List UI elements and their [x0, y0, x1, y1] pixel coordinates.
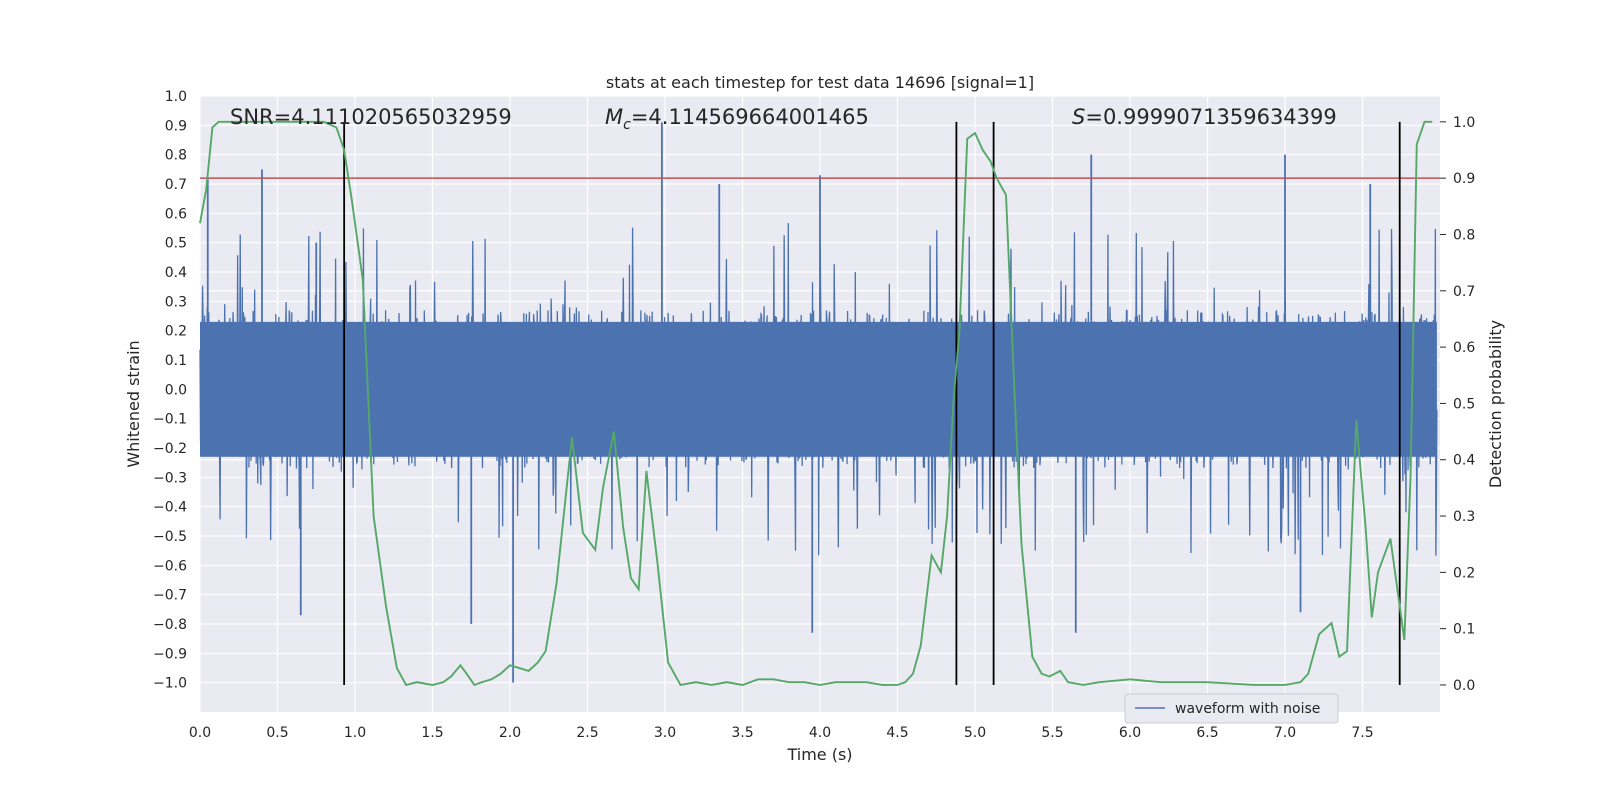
- x-tick-labels: 0.0 0.5 1.0 1.5 2.0 2.5 3.0 3.5 4.0 4.5 5.0 5.5 6.0 6…: [189, 725, 1374, 741]
- y-tick-label: −0.6: [153, 558, 187, 574]
- x-tick-label: 4.5: [886, 725, 908, 741]
- x-tick-label: 2.5: [576, 725, 598, 741]
- s-value: =0.9999071359634399: [1085, 105, 1336, 129]
- legend-label: waveform with noise: [1175, 701, 1320, 717]
- probability-series: [199, 120, 1433, 687]
- vertical-markers: [343, 121, 1401, 685]
- x-tick-label: 7.5: [1351, 725, 1373, 741]
- y-tick-label: −0.1: [153, 412, 187, 428]
- x-tick-label: 5.0: [964, 725, 986, 741]
- y-tick-label: −0.9: [153, 646, 187, 662]
- y2-tick-label: 0.1: [1453, 622, 1475, 638]
- x-tick-label: 3.5: [731, 725, 753, 741]
- y-tick-label: 0.0: [165, 382, 187, 398]
- y-tick-label: 0.3: [165, 294, 187, 310]
- chart-title: stats at each timestep for test data 146…: [606, 73, 1034, 92]
- y-tick-label: 0.5: [165, 236, 187, 252]
- y-tick-label: −0.5: [153, 529, 187, 545]
- chirp-mass-symbol: M: [605, 105, 623, 129]
- y-tick-label: 0.6: [165, 206, 187, 222]
- x-tick-label: 1.5: [421, 725, 443, 741]
- y2-tick-label: 0.6: [1453, 340, 1475, 356]
- y-tick-label: 0.8: [165, 148, 187, 164]
- x-tick-label: 4.0: [809, 725, 831, 741]
- x-tick-label: 0.5: [266, 725, 288, 741]
- y-tick-label: −0.8: [153, 617, 187, 633]
- x-tick-label: 1.0: [344, 725, 366, 741]
- waveform-body: [200, 321, 1437, 457]
- x-axis-label: Time (s): [786, 745, 852, 764]
- x-tick-label: 7.0: [1274, 725, 1296, 741]
- y2-axis-label: Detection probability: [1486, 320, 1505, 488]
- probability-line: [199, 120, 1433, 687]
- y-tick-labels: 1.0 0.9 0.8 0.7 0.6 0.5 0.4 0.3 0.2 0.1 0.0 −0.1 −0.…: [153, 89, 187, 692]
- y2-tick-label: 0.5: [1453, 396, 1475, 412]
- y-tick-label: 0.4: [165, 265, 187, 281]
- y2-tick-label: 0.8: [1453, 227, 1475, 243]
- y-tick-label: −0.3: [153, 470, 187, 486]
- y2-tick-label: 0.3: [1453, 509, 1475, 525]
- y-axis-label: Whitened strain: [124, 340, 143, 467]
- snr-annotation: SNR=4.111020565032959: [230, 105, 512, 129]
- x-tick-label: 5.5: [1041, 725, 1063, 741]
- y2-tick-label: 1.0: [1453, 115, 1475, 131]
- x-tick-label: 0.0: [189, 725, 211, 741]
- y-tick-label: −1.0: [153, 676, 187, 692]
- x-tick-label: 6.5: [1196, 725, 1218, 741]
- legend-box: [1124, 693, 1339, 724]
- x-tick-label: 6.0: [1119, 725, 1141, 741]
- y2-tick-label: 0.7: [1453, 284, 1475, 300]
- y-tick-label: 0.9: [165, 118, 187, 134]
- y-tick-label: −0.2: [153, 441, 187, 457]
- y2-tick-label: 0.9: [1453, 171, 1475, 187]
- y2-tick-labels: 1.0 0.9 0.8 0.7 0.6 0.5 0.4 0.3 0.2 0.1 0.0: [1440, 115, 1475, 694]
- y-tick-label: 1.0: [165, 89, 187, 105]
- y2-tick-label: 0.0: [1453, 678, 1475, 694]
- x-tick-label: 3.0: [654, 725, 676, 741]
- y2-tick-label: 0.2: [1453, 565, 1475, 581]
- chirp-mass-annotation: Mc=4.114569664001465: [605, 105, 869, 133]
- waveform-series: [199, 122, 1438, 683]
- y2-tick-label: 0.4: [1453, 453, 1475, 469]
- y-tick-label: 0.1: [165, 353, 187, 369]
- s-annotation: S=0.9999071359634399: [1072, 105, 1337, 129]
- s-symbol: S: [1072, 105, 1085, 129]
- chirp-mass-subscript: c: [623, 117, 631, 133]
- y-tick-label: 0.2: [165, 324, 187, 340]
- y-tick-label: −0.7: [153, 588, 187, 604]
- x-tick-label: 2.0: [499, 725, 521, 741]
- chirp-mass-value: =4.114569664001465: [631, 105, 869, 129]
- y-tick-label: −0.4: [153, 500, 187, 516]
- legend: waveform with noise: [1124, 693, 1339, 724]
- y-tick-label: 0.7: [165, 177, 187, 193]
